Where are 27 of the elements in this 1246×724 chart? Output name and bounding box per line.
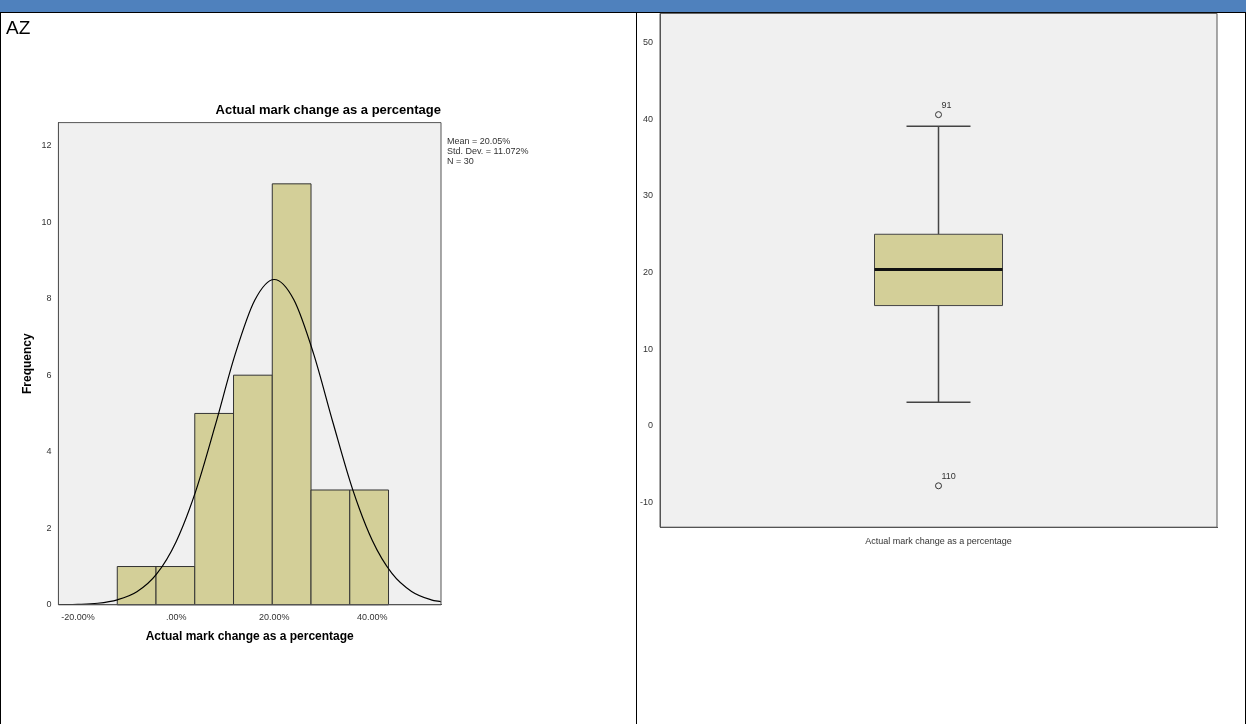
y-tick-label: -10 <box>639 497 654 508</box>
y-tick-label: 8 <box>46 293 52 304</box>
y-tick-label: 10 <box>41 216 52 227</box>
x-tick-label: .00% <box>165 611 187 622</box>
text: N = 30 <box>447 155 474 166</box>
y-tick-label: 2 <box>46 522 52 533</box>
x-tick-label: 40.00% <box>357 611 388 622</box>
y-axis-title: Frequency <box>19 333 34 395</box>
y-tick-label: 4 <box>46 446 52 457</box>
chart-title: Actual mark change as a percentage <box>215 102 441 118</box>
x-tick-label: 20.00% <box>258 611 290 622</box>
annotation: 91 <box>941 99 952 110</box>
y-tick-label: 10 <box>642 343 654 354</box>
y-tick-label: 6 <box>46 369 52 380</box>
y-tick-label: 20 <box>642 267 654 278</box>
annotation: 110 <box>941 470 956 481</box>
text: Mean = 20.05% <box>447 135 511 146</box>
y-tick-label: 0 <box>647 420 654 431</box>
y-tick-label: 0 <box>46 599 52 610</box>
text: Std. Dev. = 11.072% <box>447 145 529 156</box>
x-axis-title: Actual mark change as a percentage <box>145 629 355 644</box>
text: AZ <box>6 17 31 39</box>
y-tick-label: 12 <box>41 140 52 151</box>
y-tick-label: 40 <box>642 113 654 124</box>
y-tick-label: 30 <box>642 190 654 201</box>
x-tick-label: -20.00% <box>61 611 95 622</box>
y-tick-label: 50 <box>642 37 654 48</box>
